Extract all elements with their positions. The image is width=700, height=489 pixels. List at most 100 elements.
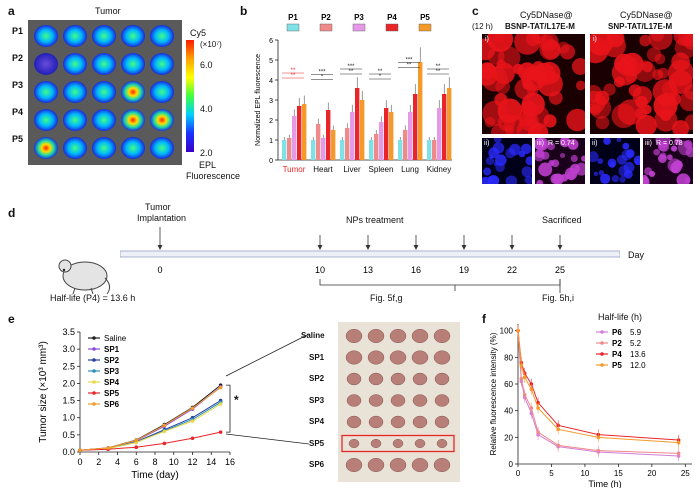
f-x-tick-label: 5: [549, 469, 554, 478]
tumor-sample: [346, 394, 362, 407]
tumor-sample: [434, 415, 450, 429]
panel-f-letter: f: [482, 312, 486, 326]
cell-blob: [606, 34, 625, 48]
tumor-spot: [121, 137, 145, 159]
photo-row-label-SP2: SP2: [309, 374, 325, 383]
micro-image-c2-i: [590, 34, 693, 134]
e-legend-label-SP3: SP3: [104, 367, 120, 376]
b-bar-Heart-P2: [316, 124, 321, 160]
tumor-spot: [121, 53, 145, 75]
cell-blob: [666, 154, 673, 161]
cell-blob: [614, 76, 625, 88]
micro-image-c1-iii: [535, 138, 585, 184]
micro-c2-iii-label: iii): [645, 140, 652, 147]
e-series-SP1: [79, 386, 221, 451]
b-sig-label: **: [407, 63, 412, 69]
cell-blob: [677, 140, 693, 156]
e-y-tick-label: 0.0: [62, 447, 75, 457]
panel-c-col1-line1: Cy5DNase@: [520, 10, 573, 20]
b-bar-Spleen-P4: [384, 108, 389, 160]
cell-blob: [571, 58, 585, 75]
e-legend-marker-Saline: [92, 336, 96, 340]
cell-blob: [648, 170, 656, 177]
tumor-sample: [348, 439, 360, 448]
cell-blob: [625, 71, 638, 84]
cell-blob: [648, 34, 673, 50]
b-bar-Kidney-P1: [427, 140, 432, 160]
tumor-sample: [368, 372, 384, 386]
cell-blob: [655, 138, 671, 148]
cell-blob: [525, 156, 532, 166]
micro-image-c2-iii: [643, 138, 693, 184]
cell-blob: [566, 171, 576, 181]
cell-blob: [603, 138, 611, 145]
day-label: Day: [628, 250, 645, 260]
b-legend-swatch-P4: [385, 23, 399, 32]
sp5-highlight-box: [341, 434, 455, 453]
tumor-heatmap-svg: [34, 25, 174, 159]
sacrificed-label: Sacrificed: [542, 215, 582, 225]
e-legend-label-SP4: SP4: [104, 378, 120, 387]
tumor-sample: [389, 328, 407, 344]
b-sig-label: **: [291, 68, 296, 74]
b-x-tick-label-Liver: Liver: [343, 165, 361, 174]
e-legend-marker-SP5: [92, 391, 96, 395]
tumor-sample: [436, 439, 448, 448]
f-series-P5: [517, 330, 679, 444]
tumor-row-label-P1: P1: [12, 26, 24, 36]
f-legend-halflife-P2: 5.2: [630, 339, 642, 348]
b-sig-label: *: [321, 75, 324, 81]
b-y-tick-label: 0: [269, 158, 273, 165]
b-y-axis-label: Normalized EPL fluorescence: [255, 54, 262, 146]
cell-blob: [576, 80, 585, 91]
tumor-sample: [345, 457, 363, 473]
e-legend-label-Saline: Saline: [104, 334, 127, 343]
tumor-sample: [414, 439, 426, 448]
f-x-axis-label: Time (h): [588, 479, 621, 488]
tumor-spot: [34, 137, 58, 159]
halflife-label: Half-life (P4) = 13.6 h: [50, 293, 136, 303]
f-legend-halflife-P4: 13.6: [630, 350, 646, 359]
e-point-SP4: [218, 402, 223, 406]
b-sig-label: **: [436, 64, 441, 70]
f-y-tick-label: 60: [504, 380, 513, 389]
tumor-sample: [346, 372, 362, 386]
e-legend-label-SP5: SP5: [104, 389, 120, 398]
e-series-SP5: [79, 431, 221, 451]
fig-5fg-label: Fig. 5f,g: [370, 293, 403, 303]
tumor-implantation-line1: Tumor: [145, 202, 171, 212]
cell-blob: [546, 142, 555, 151]
f-series-P4: [517, 330, 679, 441]
b-bar-Tumor-P3: [292, 116, 297, 160]
e-x-tick-label: 0: [77, 457, 82, 467]
photo-row-label-SP1: SP1: [309, 352, 325, 362]
f-x-tick-label: 25: [681, 469, 690, 478]
tumor-spot: [92, 137, 116, 159]
e-legend-marker-SP6: [92, 402, 96, 406]
b-legend-label-P4: P4: [387, 13, 397, 22]
tumor-sample: [411, 328, 429, 344]
cell-blob: [570, 154, 578, 163]
tumor-spot: [150, 109, 174, 131]
f-y-tick-label: 80: [504, 353, 513, 362]
cell-blob: [559, 138, 571, 148]
b-bar-Kidney-P4: [442, 94, 447, 160]
micro-c2-r: R = 0.78: [656, 140, 683, 147]
tumor-spot: [92, 109, 116, 131]
tumor-fluorescence-image: [28, 20, 182, 165]
cell-blob: [505, 148, 516, 159]
cell-blob: [635, 95, 648, 109]
b-sig-label: **: [291, 73, 296, 79]
cell-blob: [671, 52, 690, 72]
e-legend-marker-SP1: [92, 347, 96, 351]
timeline-arrowhead: [365, 245, 371, 250]
b-legend-swatch-P5: [418, 23, 432, 32]
b-y-tick-label: 3: [269, 98, 273, 105]
f-legend-marker-P4: [600, 352, 604, 356]
panel-a-letter: a: [8, 4, 15, 18]
micro-image-c2-ii: [590, 138, 640, 184]
cell-blob: [535, 138, 548, 151]
e-point-SP6: [218, 385, 223, 390]
tumor-spot: [63, 81, 87, 103]
cell-blob: [482, 62, 497, 80]
